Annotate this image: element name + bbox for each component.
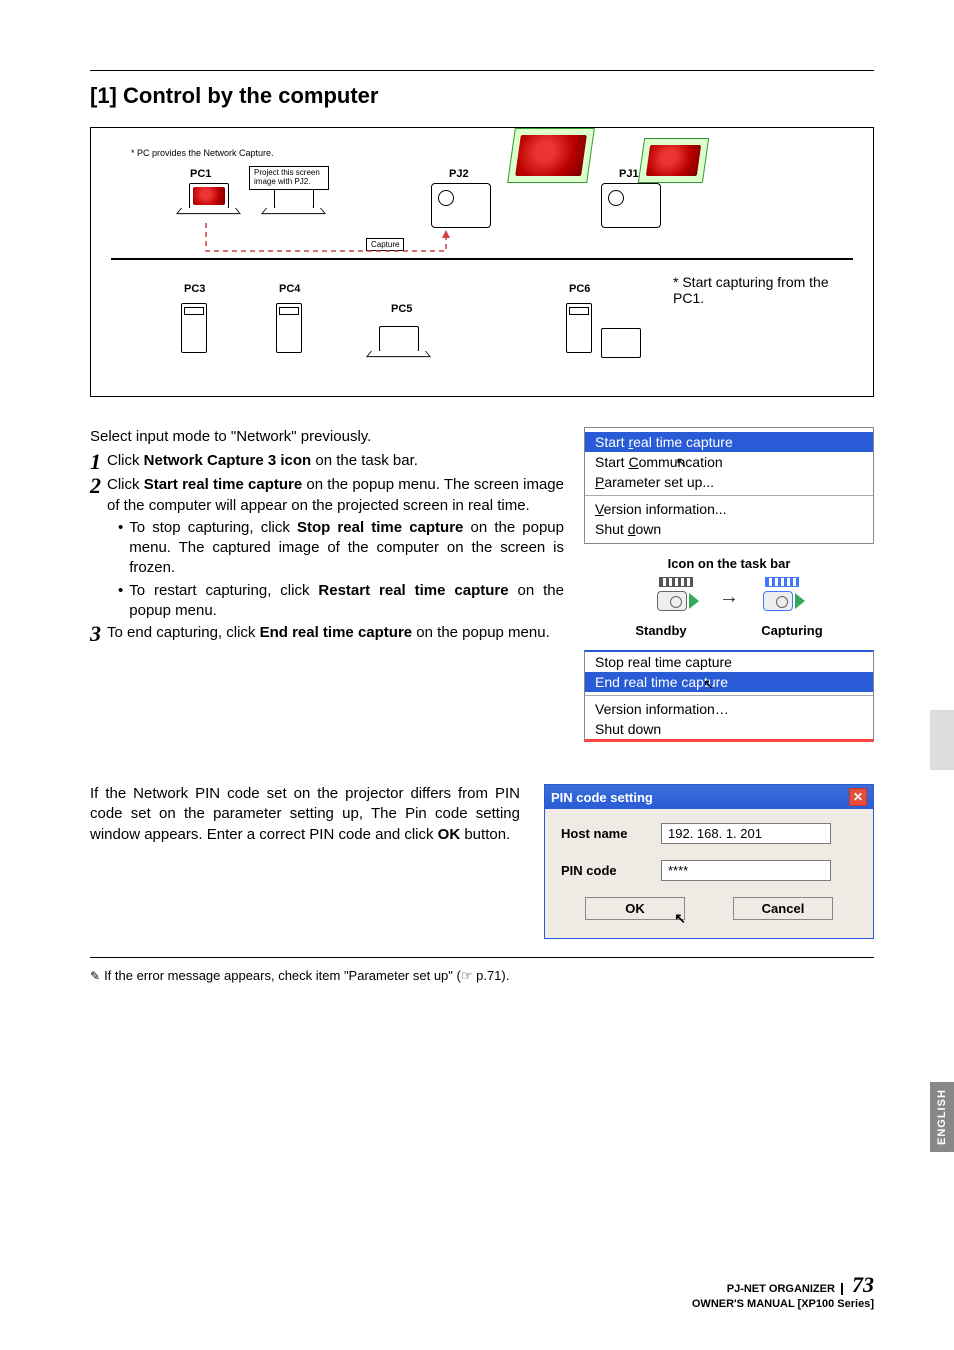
monitor-icon bbox=[601, 328, 641, 358]
menu-item-start-comm[interactable]: Start Commun↖cation bbox=[585, 452, 873, 472]
hostname-value[interactable]: 192. 168. 1. 201 bbox=[661, 823, 831, 844]
pincode-field: PIN code **** bbox=[561, 860, 857, 881]
label: PC4 bbox=[279, 283, 300, 295]
label: PC5 bbox=[391, 303, 412, 315]
step-body: To end capturing, click End real time ca… bbox=[107, 623, 564, 643]
pc-tower-icon bbox=[276, 303, 316, 363]
diagram-caption: * PC provides the Network Capture. bbox=[131, 148, 274, 158]
sub-bullet: • To stop capturing, click Stop real tim… bbox=[90, 518, 564, 579]
bullet-icon: • bbox=[118, 518, 123, 538]
taskbar-label: Icon on the task bar bbox=[584, 556, 874, 571]
capturing-label: Capturing bbox=[761, 623, 822, 638]
pin-code-row: If the Network PIN code set on the proje… bbox=[90, 784, 874, 939]
label: PJ1 bbox=[619, 168, 639, 180]
menu-divider bbox=[585, 695, 873, 696]
menu-item-param[interactable]: Parameter set up... bbox=[585, 472, 873, 492]
menu-item-shutdown[interactable]: Shut down bbox=[585, 719, 873, 739]
step-2: 2 Click Start real time capture on the p… bbox=[90, 475, 564, 516]
footer-manual: OWNER'S MANUAL [XP100 Series] bbox=[692, 1298, 874, 1310]
laptop-icon bbox=[181, 183, 236, 223]
close-button[interactable]: ✕ bbox=[849, 788, 867, 806]
icon-labels: Standby Capturing bbox=[584, 623, 874, 638]
step-number: 3 bbox=[90, 623, 101, 645]
label: PC6 bbox=[569, 283, 590, 295]
footer-product: PJ-NET ORGANIZER bbox=[727, 1283, 843, 1295]
diagram-side-caption: * Start capturing from the PC1. bbox=[673, 274, 853, 306]
menu-item-version[interactable]: Version information… bbox=[585, 699, 873, 719]
arrow-icon: → bbox=[719, 586, 739, 609]
section-title: [1] Control by the computer bbox=[90, 83, 874, 109]
ok-button[interactable]: OK↖ bbox=[585, 897, 685, 920]
step-3: 3 To end capturing, click End real time … bbox=[90, 623, 564, 645]
laptop-icon bbox=[371, 326, 426, 366]
projector-icon bbox=[601, 183, 661, 228]
standby-icon bbox=[651, 577, 701, 617]
intro-text: Select input mode to "Network" previousl… bbox=[90, 427, 564, 447]
pc-tower-icon bbox=[566, 303, 606, 363]
screenshots-column: Start real time capture Start Commun↖cat… bbox=[584, 427, 874, 742]
bullet-icon: • bbox=[118, 581, 123, 601]
callout: Project this screen image with PJ2. bbox=[249, 166, 329, 190]
popup-menu-2: Stop real time capture End real time cap… bbox=[584, 650, 874, 742]
page: Using the Real Time Capture [1] Control … bbox=[0, 0, 954, 1350]
page-footer: PJ-NET ORGANIZER 73 OWNER'S MANUAL [XP10… bbox=[692, 1272, 874, 1310]
hostname-field: Host name 192. 168. 1. 201 bbox=[561, 823, 857, 844]
step-number: 2 bbox=[90, 475, 101, 497]
step-body: Click Start real time capture on the pop… bbox=[107, 475, 564, 516]
step-body: Click Network Capture 3 icon on the task… bbox=[107, 451, 564, 471]
pin-code-dialog: PIN code setting ✕ Host name 192. 168. 1… bbox=[544, 784, 874, 939]
pincode-value[interactable]: **** bbox=[661, 860, 831, 881]
header-rule bbox=[90, 70, 874, 71]
sub-bullet: • To restart capturing, click Restart re… bbox=[90, 581, 564, 622]
menu-item-version[interactable]: Version information... bbox=[585, 499, 873, 519]
menu-item-shutdown[interactable]: Shut down bbox=[585, 519, 873, 539]
dashed-arrow-icon bbox=[191, 223, 451, 263]
side-tab-english: ENGLISH bbox=[930, 1082, 954, 1152]
pencil-icon: ✎ bbox=[90, 969, 100, 983]
capturing-icon bbox=[757, 577, 807, 617]
projector-icon bbox=[431, 183, 491, 228]
dialog-body: Host name 192. 168. 1. 201 PIN code ****… bbox=[545, 809, 873, 938]
step-1: 1 Click Network Capture 3 icon on the ta… bbox=[90, 451, 564, 473]
menu-item-end-capture[interactable]: End real time capt↖ure bbox=[585, 672, 873, 692]
step-number: 1 bbox=[90, 451, 101, 473]
taskbar-icons: → bbox=[584, 577, 874, 617]
pc-tower-icon bbox=[181, 303, 221, 363]
menu-item-start-capture[interactable]: Start real time capture bbox=[585, 432, 873, 452]
bullet-text: To stop capturing, click Stop real time … bbox=[129, 518, 564, 579]
network-diagram: * PC provides the Network Capture. PJ2 P… bbox=[90, 127, 874, 397]
bullet-text: To restart capturing, click Restart real… bbox=[129, 581, 564, 622]
projection-screen-icon bbox=[638, 138, 709, 183]
projection-screen-icon bbox=[507, 128, 595, 183]
pincode-label: PIN code bbox=[561, 863, 661, 878]
content-columns: Select input mode to "Network" previousl… bbox=[90, 427, 874, 742]
pin-text: If the Network PIN code set on the proje… bbox=[90, 784, 520, 845]
label: PJ2 bbox=[449, 168, 469, 180]
side-tab-grey bbox=[930, 710, 954, 770]
cursor-icon: ↖ bbox=[674, 910, 686, 927]
dialog-buttons: OK↖ Cancel bbox=[561, 897, 857, 926]
footnote: ✎If the error message appears, check ite… bbox=[90, 968, 874, 984]
dialog-title: PIN code setting bbox=[551, 790, 653, 805]
hostname-label: Host name bbox=[561, 826, 661, 841]
label: PC1 bbox=[190, 168, 211, 180]
dialog-titlebar: PIN code setting ✕ bbox=[545, 785, 873, 809]
menu-item-stop-capture[interactable]: Stop real time capture bbox=[585, 652, 873, 672]
footer-rule bbox=[90, 957, 874, 964]
page-number: 73 bbox=[852, 1272, 874, 1297]
popup-menu-1: Start real time capture Start Commun↖cat… bbox=[584, 427, 874, 544]
menu-divider bbox=[585, 495, 873, 496]
instructions-column: Select input mode to "Network" previousl… bbox=[90, 427, 564, 742]
label: PC3 bbox=[184, 283, 205, 295]
standby-label: Standby bbox=[635, 623, 686, 638]
cancel-button[interactable]: Cancel bbox=[733, 897, 833, 920]
